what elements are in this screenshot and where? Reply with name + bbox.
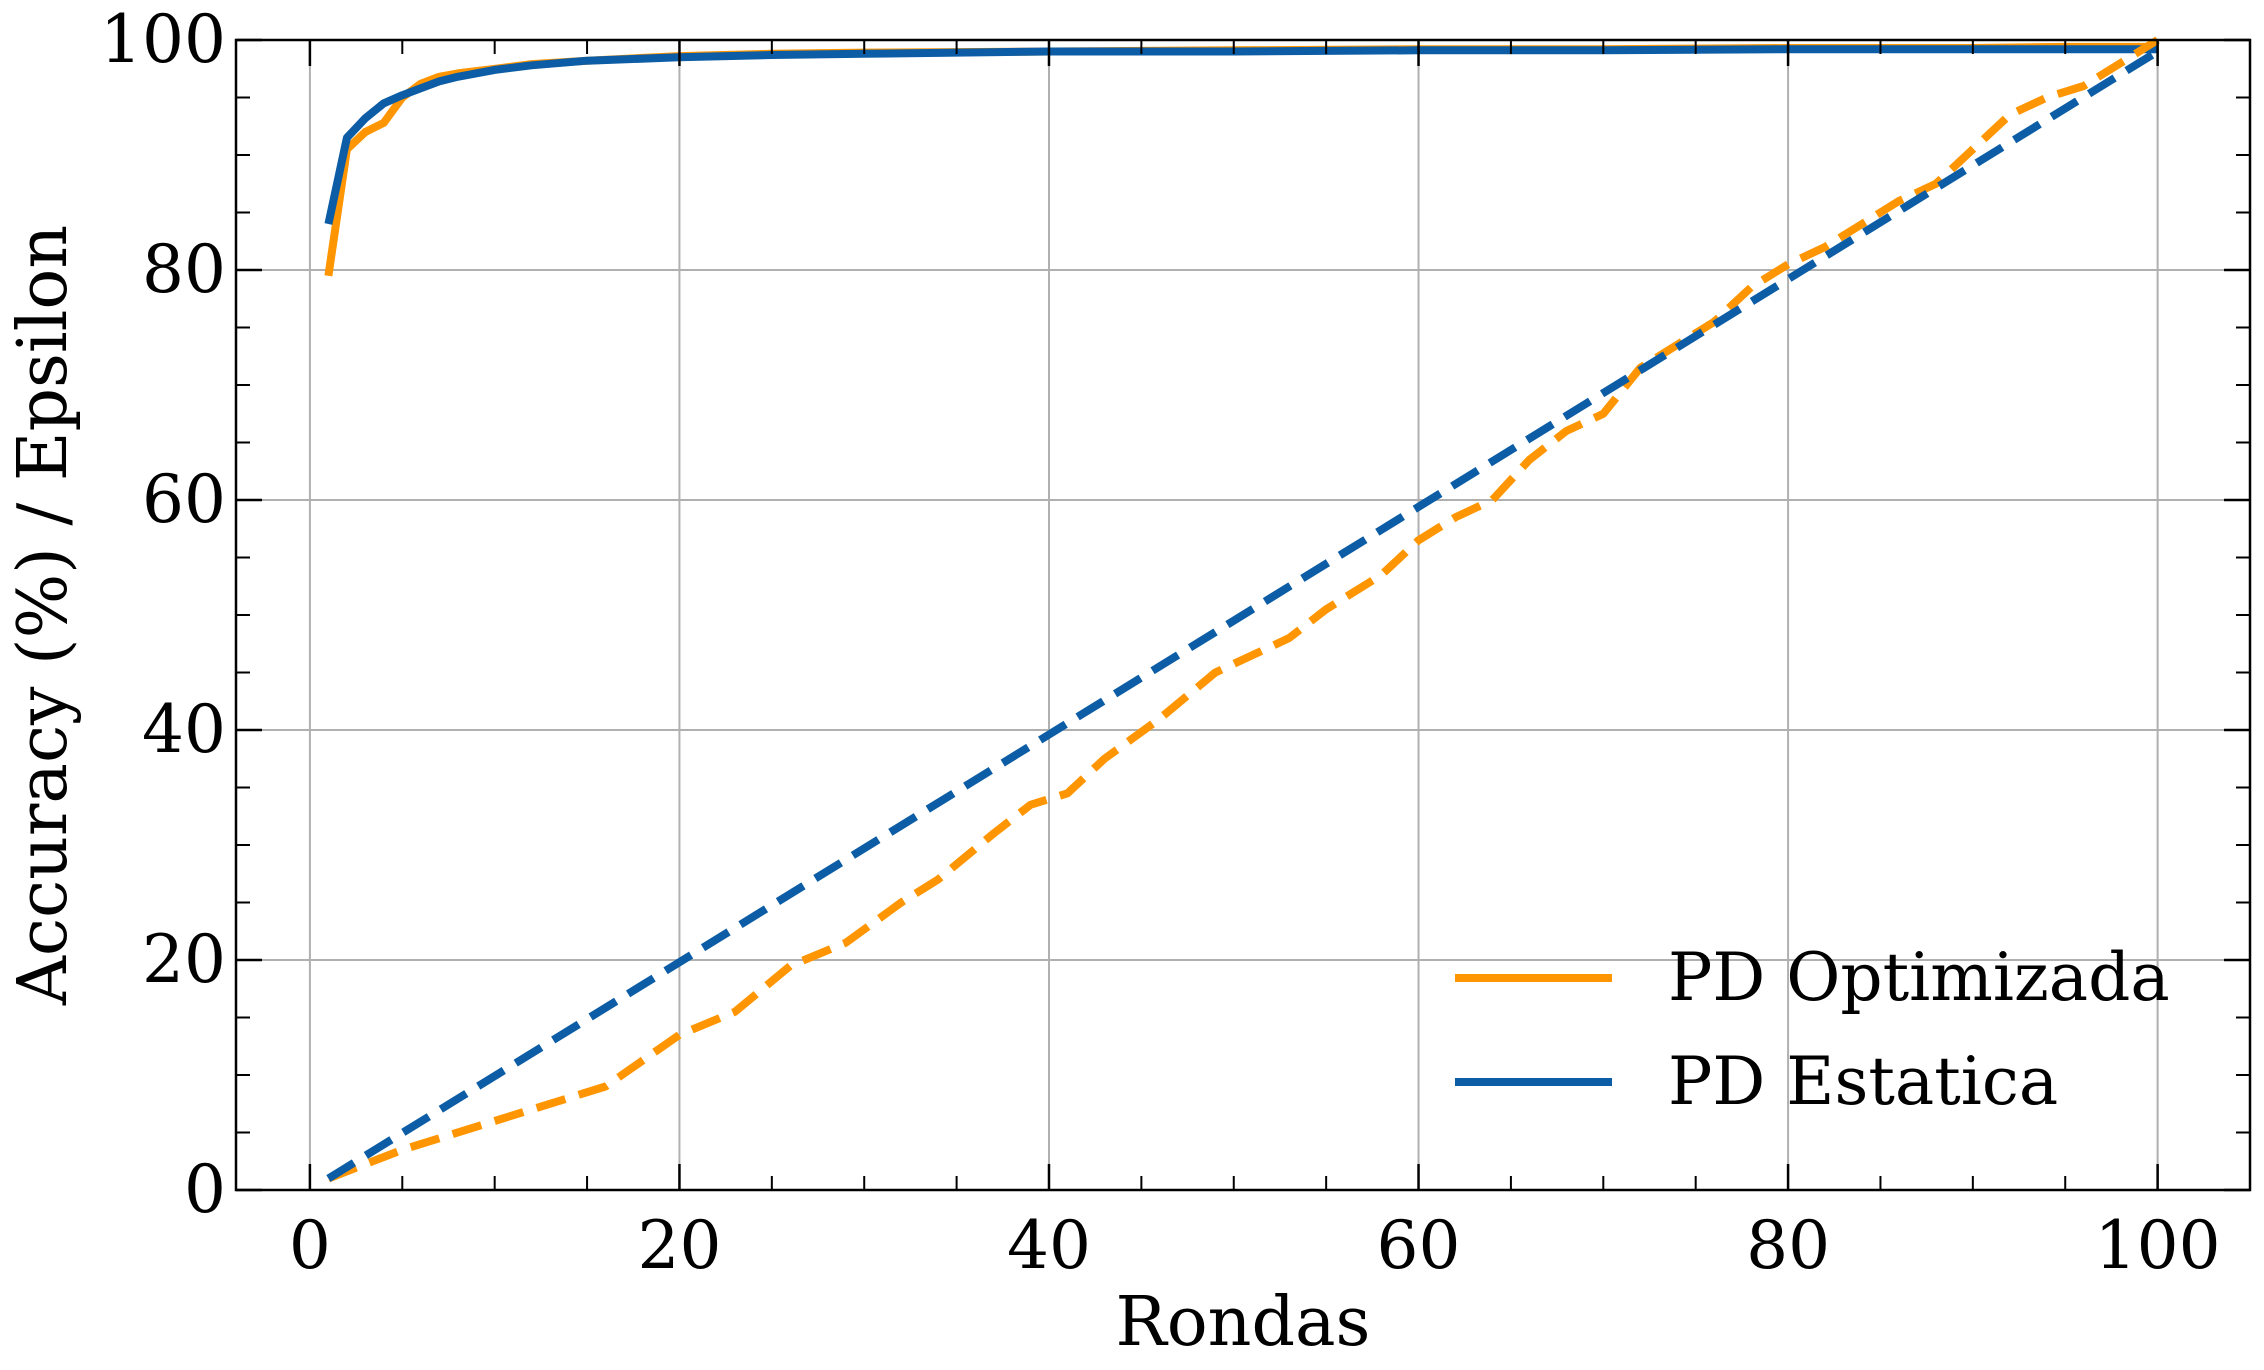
legend: PD Optimizada PD Estatica: [1455, 939, 2170, 1120]
series-pd-optimizada-epsilon: [326, 36, 2160, 1183]
x-tick-label: 20: [637, 1207, 721, 1284]
x-tick-label: 80: [1746, 1207, 1830, 1284]
y-tick-label: 80: [142, 231, 226, 308]
series-pd-optimizada-accuracy: [324, 42, 2158, 277]
series-pd-estatica-accuracy: [324, 45, 2158, 225]
legend-label-pd-estatica: PD Estatica: [1668, 1043, 2058, 1120]
y-tick-label: 0: [184, 1151, 226, 1228]
legend-label-pd-optimizada: PD Optimizada: [1668, 939, 2170, 1016]
x-tick-label: 0: [289, 1207, 331, 1284]
x-axis-label: Rondas: [1116, 1283, 1371, 1362]
tick-labels: 0 20 40 60 80 100 0 20 40 60 80 100: [100, 1, 2221, 1284]
y-tick-label: 20: [142, 921, 226, 998]
series-pd-estatica-epsilon: [326, 48, 2160, 1182]
y-axis-label: Accuracy (%) / Epsilon: [4, 225, 83, 1006]
y-tick-label: 40: [142, 691, 226, 768]
y-tick-label: 60: [142, 461, 226, 538]
y-tick-label: 100: [100, 1, 226, 78]
x-tick-label: 100: [2095, 1207, 2221, 1284]
axes: [234, 38, 2252, 1192]
x-tick-label: 40: [1007, 1207, 1091, 1284]
x-tick-label: 60: [1377, 1207, 1461, 1284]
